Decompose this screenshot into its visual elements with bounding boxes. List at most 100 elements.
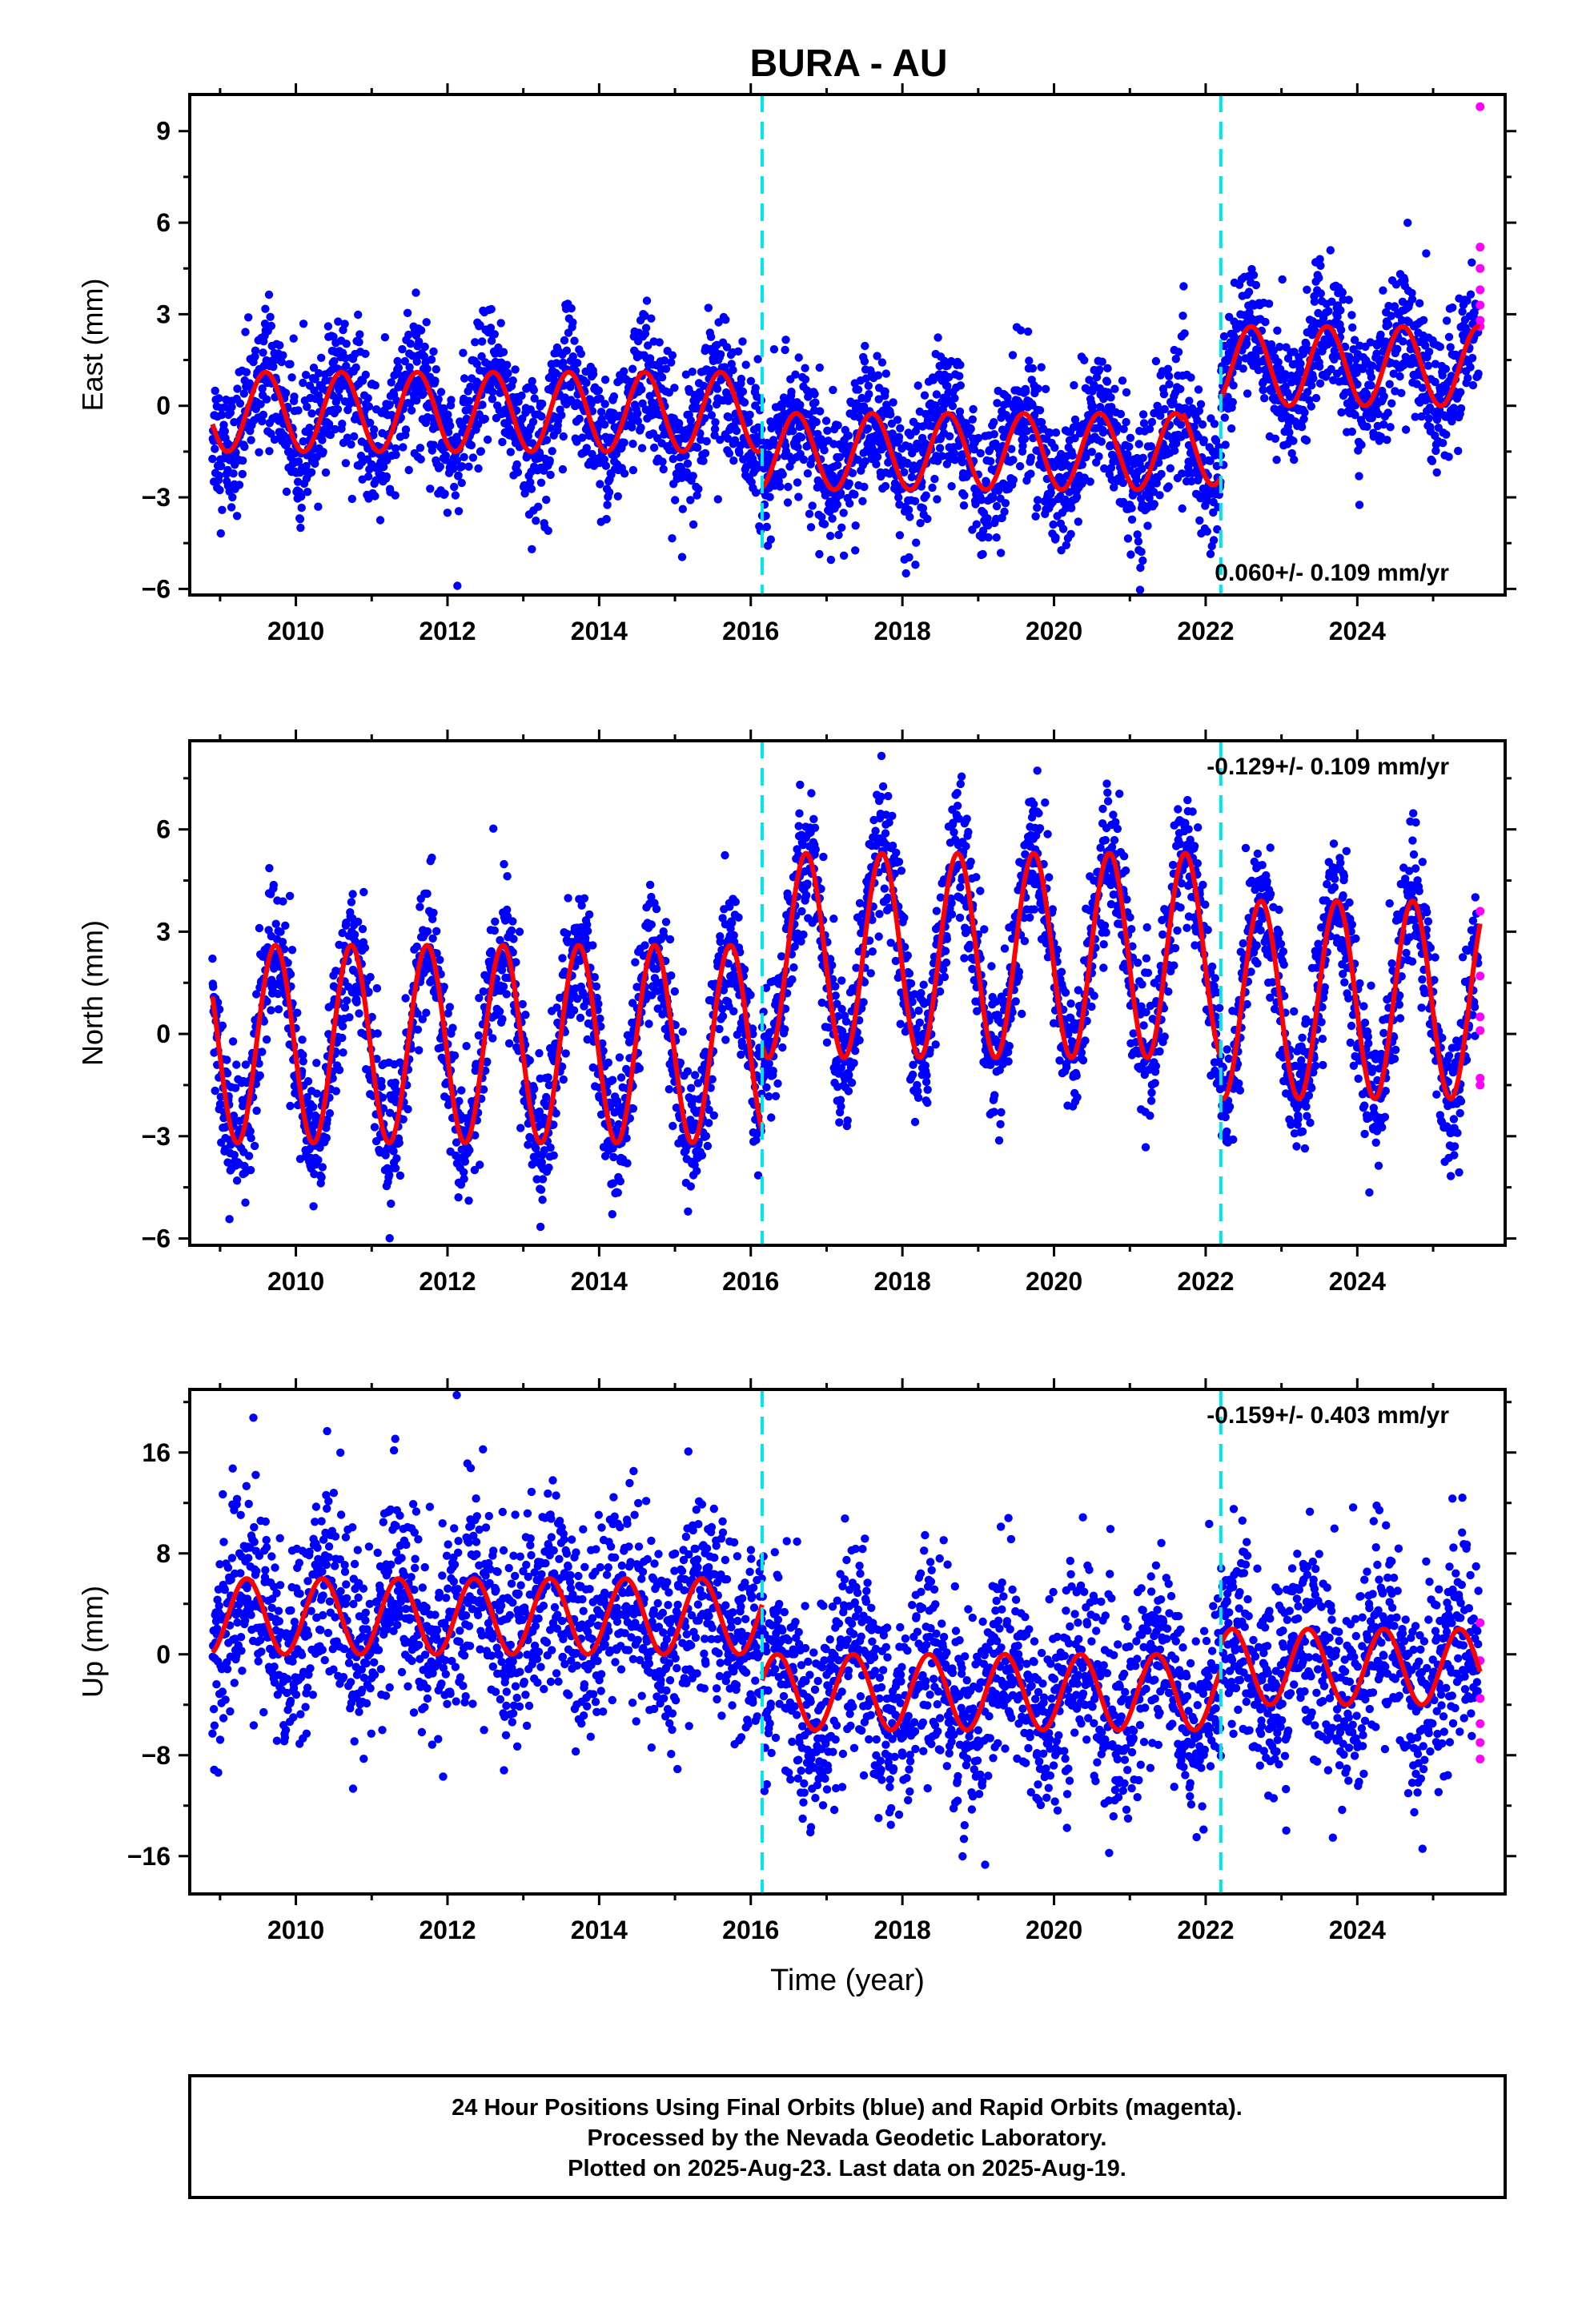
data-point — [620, 367, 628, 376]
data-point — [1178, 312, 1187, 320]
data-point — [223, 1055, 231, 1064]
data-point — [1155, 491, 1164, 500]
data-point — [1327, 297, 1336, 306]
data-point — [1097, 437, 1106, 446]
data-point — [1033, 503, 1042, 513]
data-point — [608, 1076, 617, 1084]
data-point — [693, 443, 702, 452]
data-point — [211, 386, 219, 396]
data-point — [293, 1008, 302, 1017]
data-point — [1106, 393, 1115, 402]
data-point — [1363, 422, 1371, 431]
data-point — [1100, 464, 1109, 473]
data-point — [670, 384, 679, 392]
data-point — [1228, 398, 1238, 407]
data-point — [1299, 415, 1308, 424]
data-point — [557, 1062, 567, 1072]
data-point — [678, 505, 687, 513]
data-point — [286, 1101, 295, 1111]
data-point — [732, 426, 741, 436]
data-point — [239, 456, 247, 465]
data-point — [689, 520, 698, 529]
data-point — [1154, 458, 1163, 467]
data-point — [267, 321, 276, 331]
data-point — [542, 436, 552, 444]
data-point — [705, 404, 713, 412]
rapid-orbit-points — [1476, 102, 1485, 332]
data-point — [803, 469, 813, 478]
data-point — [1146, 442, 1155, 451]
data-point — [1178, 469, 1186, 478]
data-point — [851, 521, 860, 530]
data-point — [801, 364, 809, 372]
data-point — [521, 1011, 530, 1019]
data-point — [328, 1074, 337, 1083]
data-point — [583, 1035, 592, 1044]
data-point — [282, 487, 291, 497]
data-point — [1379, 420, 1388, 429]
data-point — [1418, 384, 1427, 392]
data-point — [1098, 357, 1106, 366]
data-point — [557, 411, 566, 420]
data-point — [594, 999, 603, 1008]
data-point — [1066, 504, 1076, 513]
data-point — [503, 360, 512, 369]
data-point — [535, 1107, 544, 1116]
data-point — [740, 398, 749, 407]
data-point — [693, 491, 701, 500]
y-tick-label: 3 — [156, 300, 171, 328]
data-point — [340, 1003, 350, 1012]
data-point — [1227, 424, 1236, 433]
data-point — [1138, 464, 1146, 473]
data-point — [255, 1071, 264, 1080]
data-point — [810, 389, 819, 399]
data-point — [895, 531, 905, 540]
data-point — [269, 362, 278, 372]
data-point — [828, 514, 837, 523]
data-point — [318, 1163, 327, 1172]
data-point — [1367, 381, 1375, 390]
data-point — [293, 477, 303, 486]
data-point — [333, 404, 343, 414]
data-point — [918, 504, 928, 513]
data-point — [382, 472, 391, 481]
data-point — [1244, 287, 1254, 296]
data-point — [670, 987, 679, 996]
data-point — [1001, 499, 1010, 508]
data-point — [781, 336, 790, 344]
data-point — [1000, 507, 1009, 517]
data-point — [309, 1202, 318, 1211]
data-point — [1088, 402, 1098, 411]
data-point — [1439, 439, 1447, 448]
data-point — [1259, 385, 1267, 395]
data-point — [457, 478, 466, 488]
data-point — [455, 1096, 464, 1106]
data-point — [370, 425, 379, 434]
data-point — [305, 424, 314, 432]
data-point — [335, 392, 343, 402]
data-point — [474, 1031, 484, 1040]
data-point — [219, 420, 228, 429]
data-point — [483, 1057, 492, 1066]
data-point — [686, 416, 695, 425]
data-point — [1050, 443, 1059, 452]
data-point — [1458, 307, 1467, 316]
data-point — [628, 423, 636, 432]
data-point — [1466, 290, 1476, 299]
data-point — [527, 485, 536, 493]
data-point — [515, 927, 524, 936]
data-point — [542, 495, 551, 505]
data-point — [1249, 271, 1259, 279]
data-point — [873, 371, 883, 380]
data-point — [360, 943, 370, 952]
data-point — [751, 384, 760, 392]
data-point — [893, 416, 902, 424]
data-point — [1049, 520, 1058, 529]
data-point — [976, 448, 985, 458]
data-point — [464, 396, 474, 405]
data-point — [907, 472, 917, 481]
data-point — [220, 427, 229, 436]
data-point — [359, 887, 368, 897]
data-point — [766, 535, 775, 544]
data-point — [215, 1100, 225, 1109]
